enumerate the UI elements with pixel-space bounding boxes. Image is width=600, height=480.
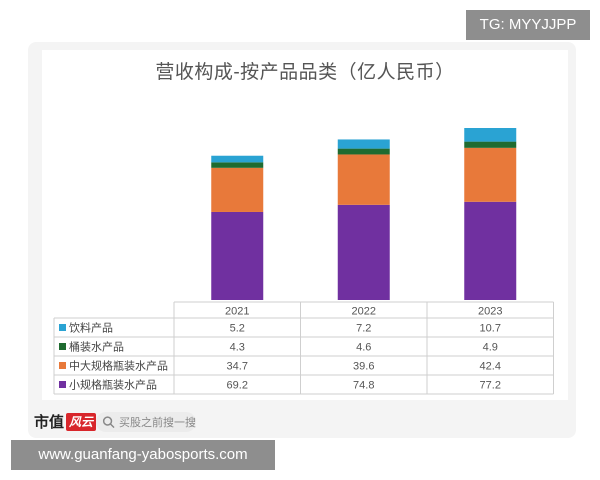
x-tick-label: 2021	[225, 306, 249, 318]
bar-segment-2022-3	[337, 204, 390, 300]
data-label: 4.3	[230, 342, 245, 354]
search-icon	[102, 416, 115, 428]
x-tick-label: 2023	[478, 306, 502, 318]
search-placeholder: 买股之前搜一搜	[119, 417, 196, 429]
bar-segment-2023-0	[464, 128, 517, 142]
bar-segment-2022-2	[337, 154, 390, 205]
brand-mark: 风云	[66, 412, 97, 431]
bar-segment-2021-2	[211, 167, 264, 212]
bar-segment-2023-2	[464, 147, 517, 202]
search-box[interactable]: 买股之前搜一搜	[96, 412, 196, 432]
bar-segment-2021-3	[211, 211, 264, 300]
bar-segment-2022-1	[337, 148, 390, 155]
bar-segment-2023-1	[464, 141, 517, 148]
bar-segment-2021-1	[211, 162, 264, 168]
legend-label: 小规格瓶装水产品	[69, 378, 157, 392]
brand-logo: 市值 风云	[34, 411, 97, 432]
tg-watermark: TG: MYYJJPP	[466, 10, 590, 40]
legend-label: 桶装水产品	[69, 340, 124, 354]
bar-segment-2021-0	[211, 155, 264, 163]
url-watermark: www.guanfang-yabosports.com	[11, 440, 275, 470]
chart-title: 营收构成-按产品品类（亿人民币）	[155, 62, 455, 83]
legend-swatch	[59, 381, 66, 388]
data-label: 69.2	[227, 380, 248, 392]
legend-swatch	[59, 324, 66, 331]
data-label: 42.4	[480, 361, 501, 373]
data-label: 34.7	[227, 361, 248, 373]
x-tick-label: 2022	[352, 306, 376, 318]
data-label: 39.6	[353, 361, 374, 373]
data-label: 4.6	[356, 342, 371, 354]
bar-segment-2023-3	[464, 201, 517, 300]
brand-text: 市值	[34, 414, 65, 431]
legend-swatch	[59, 343, 66, 350]
data-label: 74.8	[353, 380, 374, 392]
data-label: 7.2	[356, 323, 371, 335]
data-label: 4.9	[483, 342, 498, 354]
bar-segment-2022-0	[337, 139, 390, 149]
data-label: 77.2	[480, 380, 501, 392]
legend-label: 饮料产品	[69, 321, 113, 335]
legend-label: 中大规格瓶装水产品	[69, 359, 168, 373]
data-label: 5.2	[230, 323, 245, 335]
legend-swatch	[59, 362, 66, 369]
data-label: 10.7	[480, 323, 501, 335]
